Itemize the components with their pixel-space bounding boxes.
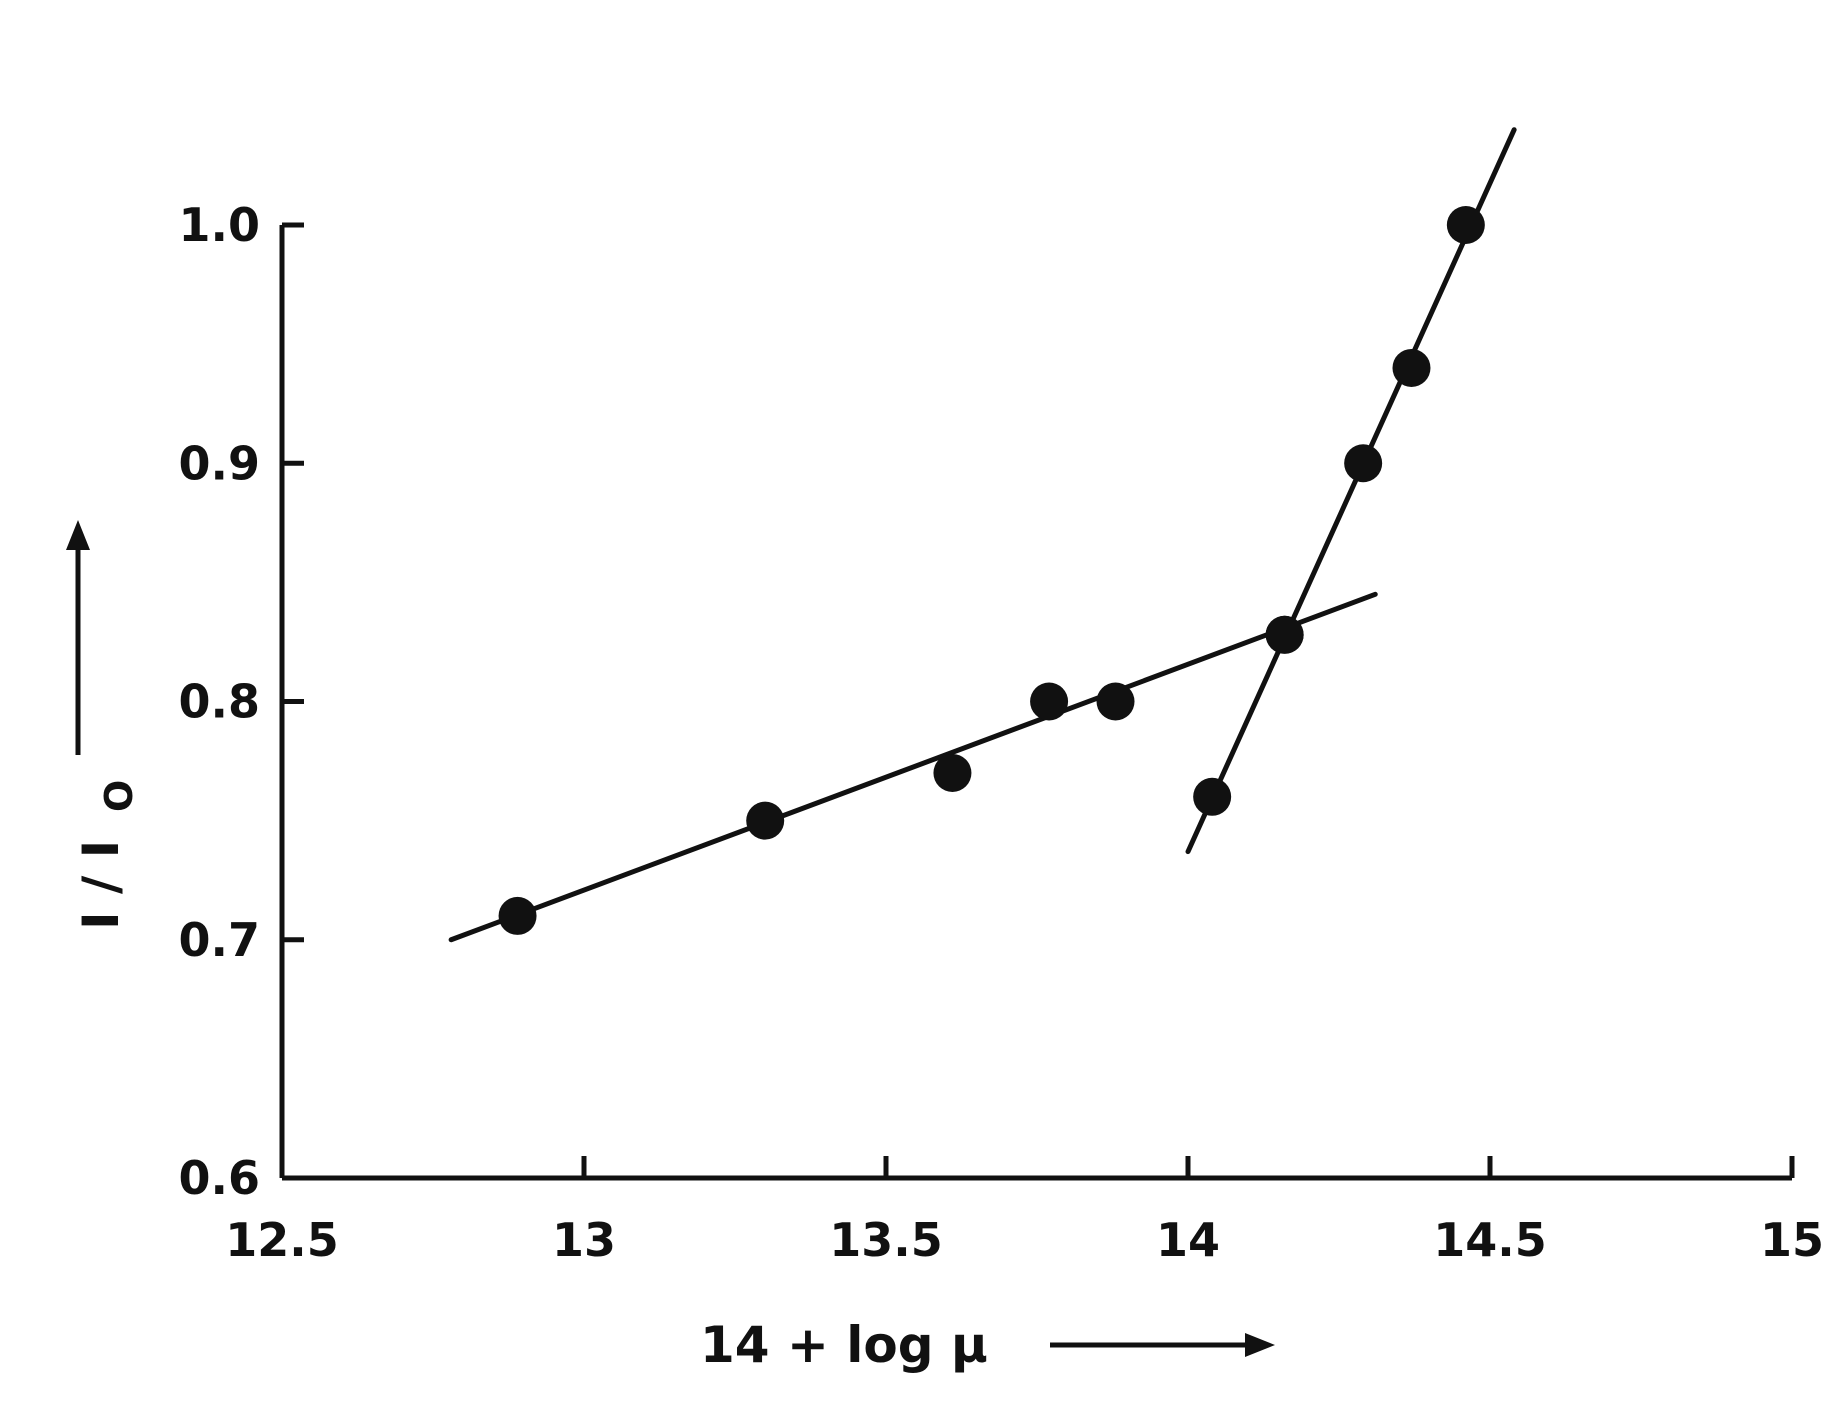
y-axis-title: I / I O: [72, 780, 141, 930]
data-point: [1446, 206, 1485, 244]
data-point: [1096, 682, 1135, 721]
y-axis-arrow: [66, 520, 90, 755]
fit-line: [448, 591, 1378, 943]
x-tick-label: 13: [552, 1213, 616, 1267]
y-tick-label: 0.6: [179, 1151, 261, 1205]
x-tick-label: 12.5: [225, 1213, 339, 1267]
data-point: [1030, 682, 1069, 721]
data-point: [933, 753, 972, 792]
x-tick-label: 14.5: [1433, 1213, 1547, 1267]
y-axis-title-subscript: O: [97, 780, 141, 812]
x-tick-label: 14: [1156, 1213, 1220, 1267]
data-point: [498, 896, 537, 935]
data-markers: [498, 206, 1485, 935]
y-tick-label: 0.7: [179, 913, 261, 967]
fit-lines: [448, 127, 1517, 943]
tick-labels: 12.5 13 13.5 14 14.5 15 0.6 0.7 0.8 0.9 1.0: [179, 198, 1825, 1267]
data-point: [746, 801, 785, 840]
y-tick-label: 0.8: [179, 675, 261, 729]
fit-line: [1185, 127, 1517, 855]
axes: [279, 222, 1795, 1181]
x-tick-label: 13.5: [829, 1213, 943, 1267]
x-tick-label: 15: [1760, 1213, 1824, 1267]
data-point: [1193, 777, 1232, 816]
y-axis-title-text: I / I: [72, 840, 130, 930]
data-point: [1344, 444, 1383, 483]
y-tick-label: 0.9: [179, 436, 261, 490]
y-tick-label: 1.0: [179, 198, 261, 252]
data-point: [1392, 348, 1431, 387]
x-axis-title: 14 + log μ: [700, 1316, 988, 1374]
data-point: [1265, 615, 1304, 654]
x-axis-arrow: [1050, 1333, 1275, 1357]
